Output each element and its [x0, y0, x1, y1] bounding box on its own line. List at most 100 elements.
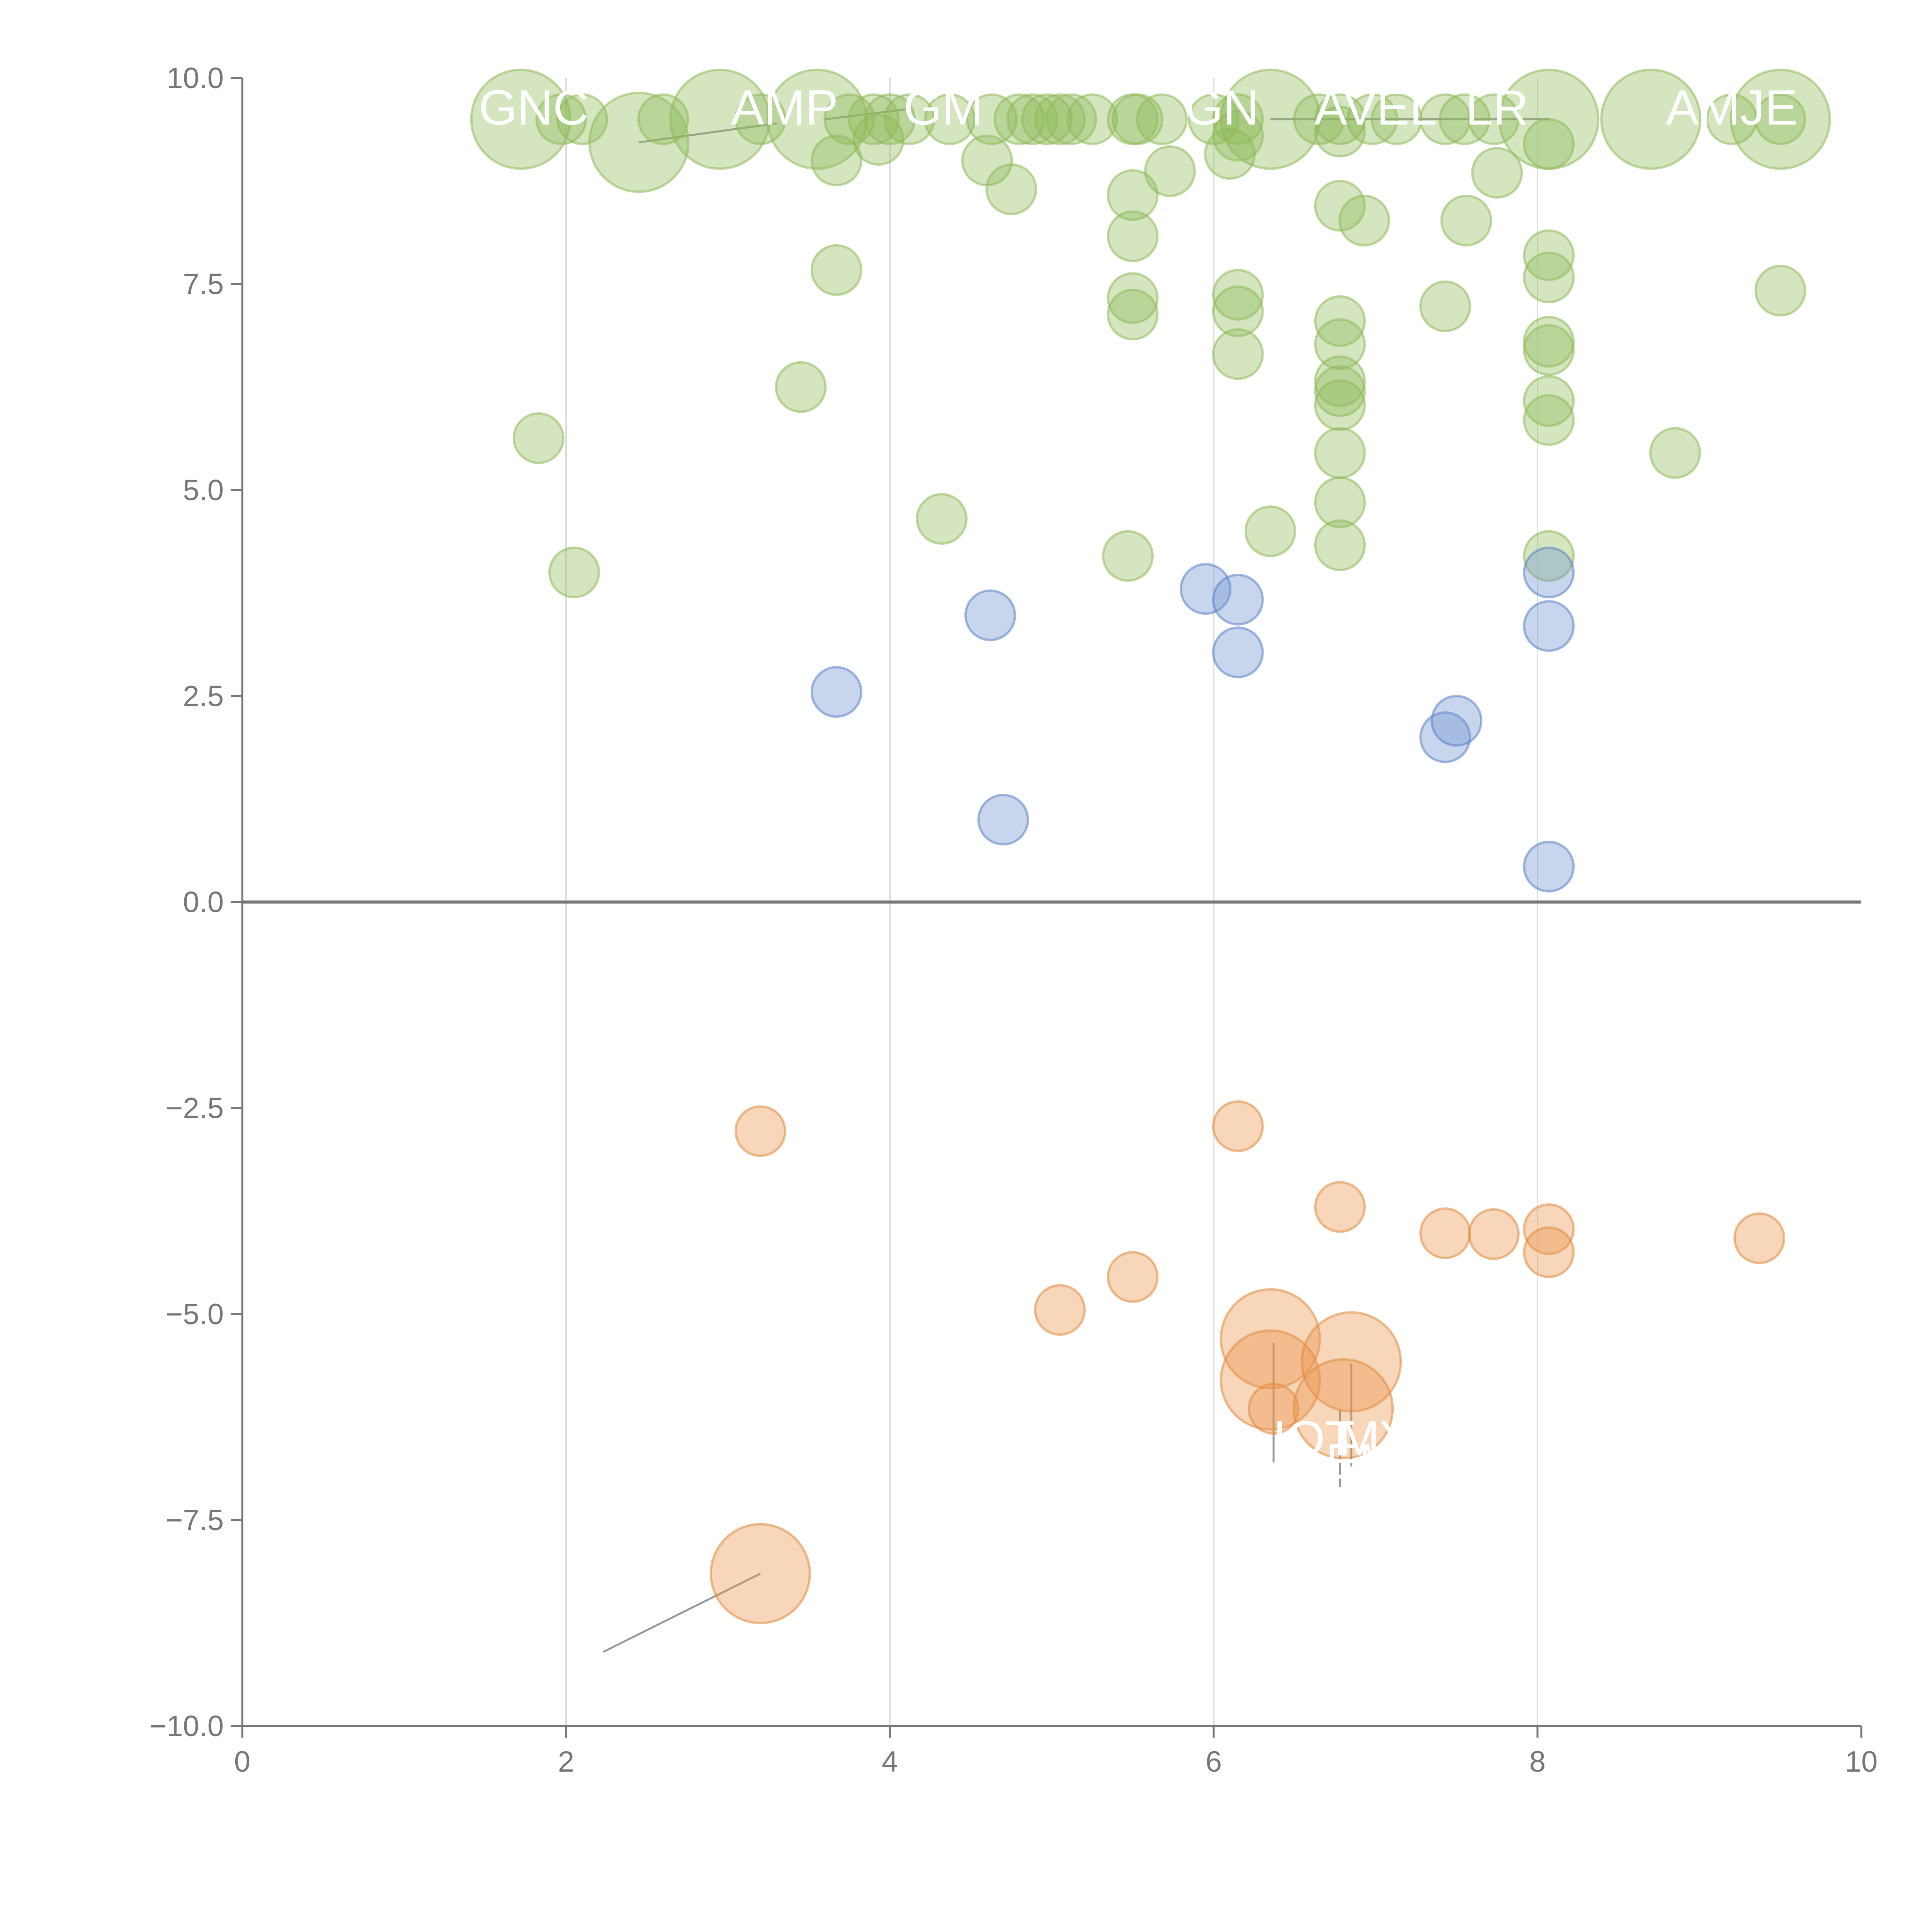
green-bubble-27[interactable] [1107, 169, 1159, 221]
y-tick-label: 10.0 [167, 62, 224, 95]
green-bubble-39[interactable] [1338, 194, 1390, 247]
green-bubble-43[interactable] [1439, 93, 1491, 145]
green-bubble-82[interactable] [1244, 505, 1296, 557]
orange-bubble-13[interactable] [1301, 1311, 1402, 1413]
orange-bubble-7[interactable] [1733, 1212, 1786, 1264]
green-bubble-2[interactable] [556, 93, 608, 145]
blue-bubble-2[interactable] [977, 794, 1029, 846]
green-bubble-44[interactable] [1440, 194, 1492, 247]
green-bubble-23[interactable] [1066, 93, 1118, 145]
green-bubble-54[interactable] [1107, 272, 1159, 324]
green-bubble-77[interactable] [775, 361, 827, 413]
green-bubble-79[interactable] [548, 546, 600, 599]
green-bubble-58[interactable] [1212, 328, 1264, 380]
green-bubble-32[interactable] [1212, 110, 1264, 162]
bubble-label-2: GM [903, 80, 983, 136]
green-bubble-76[interactable] [1649, 427, 1701, 479]
orange-bubble-4[interactable] [1468, 1208, 1520, 1260]
blue-bubble-0[interactable] [810, 666, 862, 718]
leader-lines [603, 108, 1549, 1653]
blue-bubble-1[interactable] [964, 589, 1016, 641]
green-bubble-16[interactable] [966, 93, 1018, 145]
green-bubble-66[interactable] [1314, 519, 1366, 571]
green-bubble-21[interactable] [1034, 93, 1086, 145]
green-bubble-69[interactable] [1523, 252, 1575, 304]
green-bubble-46[interactable] [1471, 147, 1523, 199]
green-bubble-29[interactable] [1144, 145, 1196, 197]
blue-bubble-8[interactable] [1523, 546, 1575, 599]
green-bubble-51[interactable] [1730, 68, 1831, 170]
blue-bubble-7[interactable] [1430, 695, 1483, 747]
orange-bubble-15[interactable] [709, 1523, 811, 1624]
green-bubble-38[interactable] [1314, 180, 1366, 232]
orange-bubble-5[interactable] [1523, 1203, 1575, 1255]
green-bubble-65[interactable] [1314, 476, 1366, 529]
orange-bubble-2[interactable] [1314, 1181, 1366, 1233]
leader-line-4 [639, 122, 777, 143]
green-bubble-18[interactable] [993, 93, 1046, 145]
green-bubble-73[interactable] [1523, 394, 1575, 446]
green-bubble-22[interactable] [1045, 93, 1097, 145]
orange-bubble-11[interactable] [1219, 1329, 1321, 1431]
green-bubble-14[interactable] [924, 93, 976, 145]
green-bubble-3[interactable] [588, 92, 690, 193]
green-bubble-17[interactable] [985, 163, 1037, 215]
green-bubble-80[interactable] [916, 493, 968, 545]
green-bubble-0[interactable] [470, 68, 571, 170]
green-bubble-12[interactable] [864, 93, 916, 145]
green-bubble-72[interactable] [1523, 375, 1575, 427]
green-bubble-48[interactable] [1498, 68, 1600, 170]
green-bubble-45[interactable] [1468, 93, 1520, 145]
orange-bubble-6[interactable] [1523, 1226, 1575, 1278]
green-bubble-53[interactable] [810, 244, 862, 296]
orange-bubble-10[interactable] [1219, 1288, 1321, 1389]
orange-bubble-9[interactable] [1034, 1284, 1086, 1336]
green-bubble-74[interactable] [1523, 530, 1575, 582]
blue-bubble-3[interactable] [1180, 563, 1232, 615]
orange-bubble-12[interactable] [1248, 1383, 1300, 1435]
green-bubble-19[interactable] [1006, 93, 1058, 145]
green-bubble-26[interactable] [1136, 93, 1188, 145]
leader-line-0 [603, 1573, 761, 1653]
green-bubble-36[interactable] [1314, 105, 1366, 158]
green-bubble-68[interactable] [1523, 229, 1575, 281]
orange-bubble-3[interactable] [1419, 1207, 1471, 1259]
green-bubble-33[interactable] [1212, 93, 1264, 145]
green-bubble-78[interactable] [512, 412, 565, 464]
green-bubble-37[interactable] [1314, 93, 1366, 145]
blue-bubble-5[interactable] [1212, 626, 1264, 679]
orange-bubble-14[interactable] [1293, 1358, 1394, 1459]
blue-bubble-10[interactable] [1523, 840, 1575, 893]
green-bubble-60[interactable] [1314, 318, 1366, 370]
green-bubble-59[interactable] [1314, 295, 1366, 347]
green-bubble-49[interactable] [1600, 68, 1702, 170]
green-bubble-63[interactable] [1314, 379, 1366, 431]
green-bubble-62[interactable] [1314, 365, 1366, 417]
green-bubble-55[interactable] [1107, 289, 1159, 341]
green-bubble-57[interactable] [1212, 285, 1264, 337]
green-bubble-64[interactable] [1314, 427, 1366, 479]
y-tick-label: 5.0 [183, 474, 224, 507]
orange-bubble-8[interactable] [1107, 1251, 1159, 1303]
green-bubble-52[interactable] [1754, 93, 1806, 145]
green-bubble-56[interactable] [1212, 269, 1264, 321]
green-bubble-81[interactable] [1102, 530, 1154, 582]
green-bubble-75[interactable] [1754, 265, 1806, 317]
green-bubble-28[interactable] [1107, 210, 1159, 262]
bubble-label-4: AVEL [1314, 80, 1437, 136]
orange-bubble-0[interactable] [734, 1105, 786, 1157]
green-bubble-5[interactable] [669, 68, 771, 170]
green-bubble-10[interactable] [848, 93, 900, 145]
green-bubble-67[interactable] [1419, 280, 1471, 332]
blue-bubble-4[interactable] [1212, 573, 1264, 626]
orange-bubble-1[interactable] [1212, 1100, 1264, 1152]
green-bubble-6[interactable] [734, 93, 786, 145]
blue-bubble-9[interactable] [1523, 600, 1575, 652]
green-bubble-13[interactable] [883, 93, 935, 145]
green-bubble-8[interactable] [810, 134, 862, 187]
green-bubble-1[interactable] [535, 93, 587, 145]
green-bubble-4[interactable] [637, 93, 689, 145]
green-bubble-71[interactable] [1523, 324, 1575, 376]
